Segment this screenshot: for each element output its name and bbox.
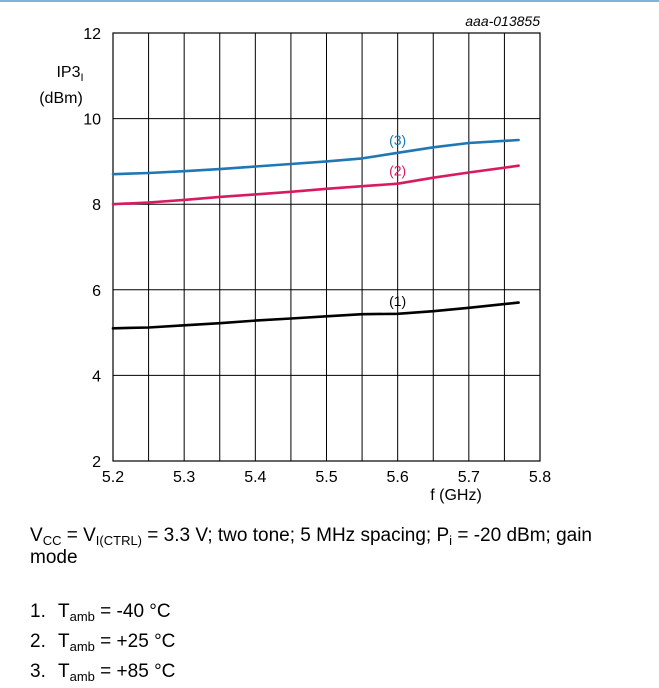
x-tick-label: 5.8 xyxy=(529,469,551,486)
curve-notes-list: 1. Tamb = -40 °C 2. Tamb = +25 °C 3. Tamb =… xyxy=(30,597,175,687)
chart-tick-labels: 5.2 5.3 5.4 5.5 5.6 5.7 5.8 2 4 6 8 10 12 xyxy=(83,26,551,486)
series-label-2: (2) xyxy=(389,163,406,179)
y-tick-label: 10 xyxy=(83,112,101,129)
test-conditions-caption: VCC = VI(CTRL) = 3.3 V; two tone; 5 MHz … xyxy=(30,525,593,568)
series-label-1: (1) xyxy=(389,293,406,309)
x-tick-label: 5.3 xyxy=(173,469,195,486)
series-line-2 xyxy=(111,164,520,206)
x-tick-label: 5.6 xyxy=(387,469,409,486)
y-axis-label: IP3I xyxy=(56,64,83,84)
note-item-2: 2. Tamb = +25 °C xyxy=(30,631,176,654)
x-tick-label: 5.4 xyxy=(244,469,266,486)
x-tick-label: 5.7 xyxy=(458,469,480,486)
series-line-1 xyxy=(111,301,520,330)
x-tick-label: 5.2 xyxy=(102,469,124,486)
y-axis-unit: (dBm) xyxy=(39,90,83,107)
chart-grid xyxy=(112,32,541,462)
note-item-1: 1. Tamb = -40 °C xyxy=(30,601,171,624)
note-item-3: 3. Tamb = +85 °C xyxy=(30,661,176,684)
series-label-3: (3) xyxy=(389,132,406,148)
ip3-vs-frequency-chart: (1)(2)(3) 5.2 5.3 5.4 5.5 5.6 5.7 5.824681012 … xyxy=(39,13,551,504)
plot-frame xyxy=(112,32,541,462)
series-line-3 xyxy=(111,138,520,176)
x-axis-label: f (GHz) xyxy=(430,487,482,504)
y-tick-label: 2 xyxy=(92,454,101,471)
y-tick-label: 4 xyxy=(92,368,101,385)
x-tick-label: 5.5 xyxy=(315,469,337,486)
y-tick-label: 12 xyxy=(83,26,101,43)
chart-series: (1) (2) (3) xyxy=(111,132,520,330)
chart-id-label: aaa-013855 xyxy=(465,13,540,29)
y-tick-label: 8 xyxy=(92,197,101,214)
y-tick-label: 6 xyxy=(92,283,101,300)
top-border-line xyxy=(0,0,659,2)
